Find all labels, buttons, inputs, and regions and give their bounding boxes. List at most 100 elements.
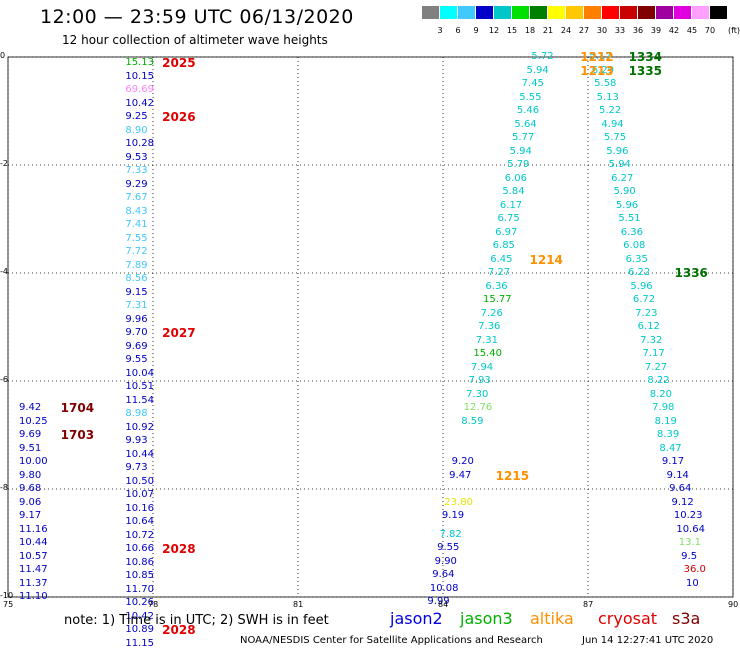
wave-height-value: 7.26 (480, 307, 503, 319)
wave-height-value: 7.17 (642, 348, 665, 359)
lon-tick-label: 78 (148, 600, 159, 609)
wave-height-value: 9.93 (125, 435, 148, 447)
wave-height-value: 7.55 (125, 232, 148, 244)
wave-height-value: 9.80 (19, 469, 42, 481)
legend-cryosat: cryosat (598, 609, 658, 628)
wave-height-value: 5.58 (594, 78, 617, 89)
legend-jason3: jason3 (460, 609, 513, 628)
scale-label: 12 (488, 26, 500, 35)
wave-height-value: 9.53 (125, 151, 148, 163)
wave-height-value: 10.44 (125, 448, 154, 460)
lat-tick-label: -2 (0, 159, 8, 168)
scale-swatch (548, 6, 565, 19)
wave-height-value: 5.96 (630, 280, 653, 292)
wave-height-value: 5.51 (618, 213, 641, 224)
scale-swatch (440, 6, 457, 19)
lat-tick-label: 0 (0, 51, 6, 60)
wave-height-value: 6.85 (492, 240, 515, 251)
wave-height-value: 10.08 (429, 582, 459, 594)
wave-height-value: 9.64 (669, 483, 692, 494)
pass-number: 1703 (60, 428, 95, 442)
wave-height-value: 5.13 (596, 91, 619, 103)
wave-height-value: 11.16 (19, 523, 48, 535)
scale-swatch (584, 6, 601, 19)
pass-number: 1213 (580, 63, 614, 78)
wave-height-value: 5.94 (526, 64, 549, 76)
wave-height-value: 7.32 (640, 334, 663, 346)
wave-height-value: 8.90 (125, 124, 148, 136)
wave-height-value: 8.47 (659, 442, 682, 454)
wave-height-value: 5.77 (512, 132, 535, 143)
lon-tick-label: 87 (583, 600, 594, 609)
wave-height-value: 6.29 (591, 64, 615, 76)
footer-note: note: 1) Time is in UTC; 2) SWH is in fe… (64, 613, 329, 628)
lon-tick-label: 84 (438, 600, 449, 609)
scale-unit-label: (ft) (728, 26, 740, 35)
wave-height-value: 6.27 (611, 172, 634, 184)
scale-label: 18 (524, 26, 536, 35)
wave-height-value: 7.89 (125, 259, 148, 271)
wave-height-value: 6.45 (490, 253, 513, 265)
scale-label: 45 (686, 26, 698, 35)
wave-height-value: 8.98 (125, 408, 148, 420)
wave-height-value: 7.31 (475, 334, 499, 346)
generated-timestamp: Jun 14 12:27:41 UTC 2020 (582, 635, 714, 646)
scale-label: 30 (596, 26, 608, 35)
wave-height-value: 10.89 (125, 624, 154, 636)
wave-height-value: 7.98 (652, 402, 675, 413)
wave-height-value: 11.54 (125, 394, 154, 406)
scale-swatch (692, 6, 709, 19)
lat-tick-label: -10 (0, 591, 14, 600)
pass-number: 2026 (162, 110, 196, 125)
wave-height-value: 10.92 (125, 421, 154, 433)
wave-height-value: 6.06 (504, 172, 528, 184)
pass-number: 1334 (628, 50, 662, 64)
wave-height-value: 9.12 (671, 496, 694, 508)
wave-height-value: 10.25 (19, 415, 48, 427)
wave-height-value: 7.82 (439, 528, 462, 540)
scale-swatch (494, 6, 511, 19)
wave-height-value: 9.29 (125, 178, 148, 190)
wave-height-value: 9.47 (449, 469, 472, 481)
scale-label: 70 (704, 26, 716, 35)
wave-height-value: 9.5 (681, 550, 698, 562)
wave-height-value: 7.23 (635, 307, 658, 319)
scale-swatch (566, 6, 583, 19)
wave-height-value: 8.39 (657, 429, 680, 440)
wave-height-value: 9.20 (451, 456, 474, 467)
wave-height-value: 6.08 (623, 240, 646, 251)
scale-swatch (530, 6, 547, 19)
scale-swatch (512, 6, 529, 19)
wave-height-value: 10.07 (125, 489, 154, 501)
wave-height-value: 9.06 (19, 496, 42, 508)
wave-height-value: 6.35 (625, 253, 648, 265)
wave-height-value: 9.73 (125, 462, 148, 474)
wave-height-value: 11.70 (125, 583, 154, 595)
wave-height-value: 9.17 (661, 456, 685, 467)
wave-height-value: 5.96 (615, 199, 639, 211)
credit-line: NOAA/NESDIS Center for Satellite Applica… (240, 635, 543, 646)
pass-number: 2028 (162, 542, 196, 557)
wave-height-value: 5.46 (516, 105, 540, 116)
wave-height-value: 10.64 (125, 516, 154, 528)
map-frame (7, 56, 734, 598)
wave-height-value: 5.17 (589, 51, 612, 62)
scale-label: 33 (614, 26, 626, 35)
wave-height-value: 11.10 (19, 591, 48, 602)
wave-height-value: 7.27 (487, 267, 511, 278)
wave-height-value: 9.68 (19, 483, 42, 494)
wave-height-value: 36.0 (683, 564, 706, 575)
wave-height-value: 69.69 (125, 84, 154, 96)
scale-label: 27 (578, 26, 590, 35)
pass-number: 1215 (495, 468, 530, 483)
lat-tick-label: -4 (0, 267, 8, 276)
pass-number: 2028 (162, 623, 196, 638)
scale-label: 9 (473, 26, 479, 35)
wave-height-value: 6.36 (485, 280, 508, 292)
wave-height-value: 5.72 (531, 51, 554, 62)
wave-height-value: 8.59 (461, 415, 484, 427)
wave-height-value: 10.44 (19, 537, 48, 548)
wave-height-value: 10.15 (125, 70, 154, 82)
wave-height-value: 10.23 (673, 510, 703, 521)
wave-height-value: 8.43 (125, 205, 148, 217)
